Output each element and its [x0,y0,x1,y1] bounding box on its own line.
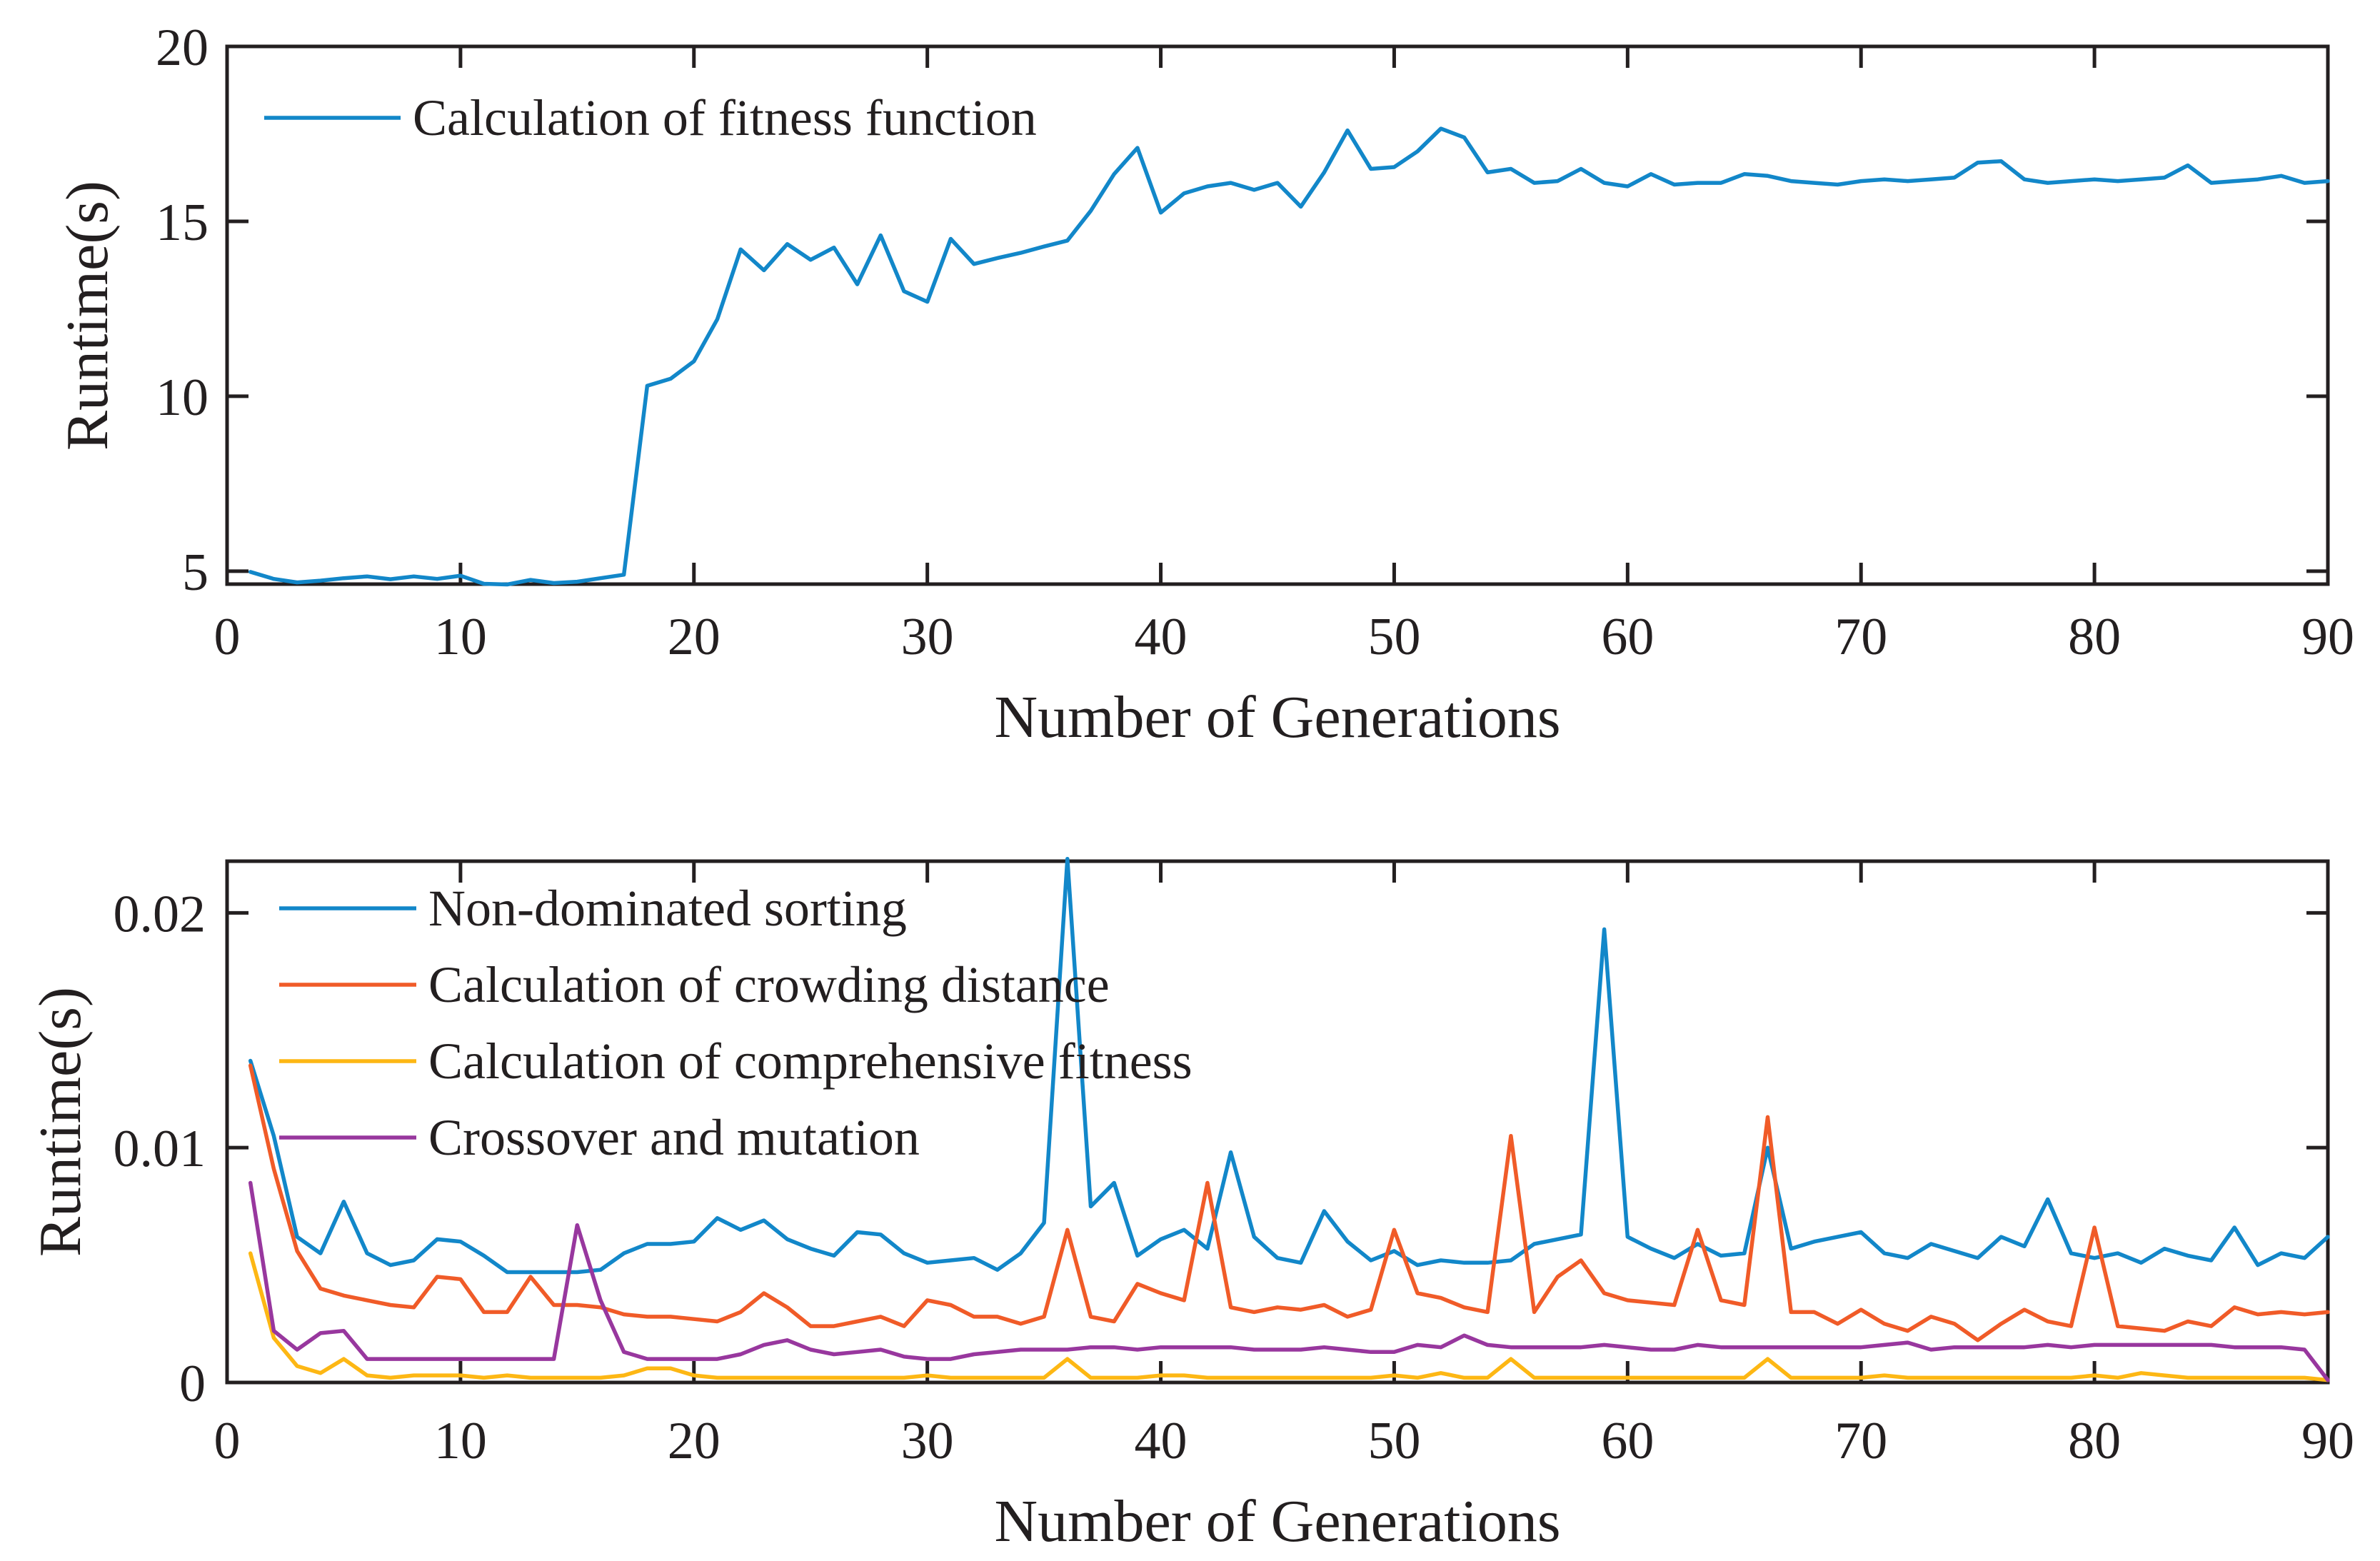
y-tick-label: 20 [156,19,209,77]
x-tick-label: 80 [2068,608,2121,666]
x-tick-label: 50 [1367,608,1420,666]
legend-label-crossover-and-mutation: Crossover and mutation [428,1109,920,1166]
x-tick-label: 60 [1601,608,1654,666]
top-chart-x-axis-label: Number of Generations [994,684,1560,751]
bottom-chart-y-axis-label: Runtime(s) [27,987,94,1257]
x-tick-label: 30 [901,1412,954,1470]
legend-label-calculation-of-comprehensive-fitness: Calculation of comprehensive fitness [428,1033,1192,1090]
legend-label-calculation-of-crowding-distance: Calculation of crowding distance [428,956,1110,1013]
y-tick-label: 15 [156,194,209,252]
y-tick-label: 5 [182,543,209,602]
top-chart-y-axis-label: Runtime(s) [54,181,121,451]
x-tick-label: 70 [1834,1412,1887,1470]
y-tick-label: 0 [179,1355,206,1413]
series-line-calculation-of-fitness-function [248,126,2330,587]
x-tick-label: 0 [214,1412,241,1470]
legend-label-calculation-of-fitness-function: Calculation of fitness function [413,89,1037,146]
bottom-chart-x-axis-label: Number of Generations [994,1488,1560,1555]
series-line-non-dominated-sorting [248,856,2330,1275]
x-tick-label: 60 [1601,1412,1654,1470]
top-chart: 0 10 20 30 40 50 60 70 80 90 5 10 15 20 Calculation of… [54,19,2354,751]
x-tick-label: 30 [901,608,954,666]
legend-label-non-dominated-sorting: Non-dominated sorting [428,880,907,937]
plot-border [225,44,2330,586]
y-tick-label: 0.01 [114,1120,206,1178]
x-tick-label: 70 [1834,608,1887,666]
x-tick-label: 10 [434,1412,487,1470]
x-tick-label: 50 [1367,1412,1420,1470]
series-line-crossover-and-mutation [248,1180,2330,1382]
x-tick-label: 80 [2068,1412,2121,1470]
y-tick-label: 0.02 [114,885,206,943]
x-tick-label: 10 [434,608,487,666]
x-tick-label: 40 [1135,608,1188,666]
x-tick-label: 90 [2301,608,2354,666]
series-line-calculation-of-comprehensive-fitness [248,1251,2330,1382]
x-tick-label: 20 [668,1412,720,1470]
series-line-calculation-of-crowding-distance [248,1063,2330,1342]
x-tick-label: 20 [668,608,720,666]
x-tick-label: 90 [2301,1412,2354,1470]
x-tick-label: 40 [1135,1412,1188,1470]
y-tick-label: 10 [156,368,209,427]
plot-border [225,859,2330,1385]
x-tick-label: 0 [214,608,241,666]
bottom-chart: 0 10 20 30 40 50 60 70 80 90 0 0.01 0.02 Non-dominate… [27,856,2354,1555]
